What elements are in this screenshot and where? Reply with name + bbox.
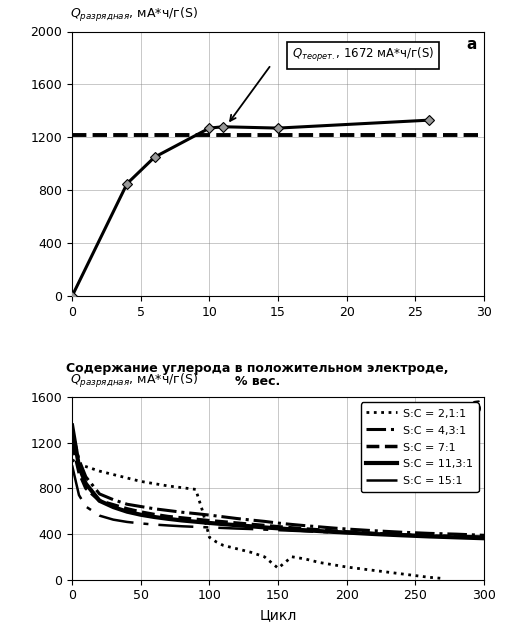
Text: а: а: [467, 37, 477, 52]
Text: б: б: [471, 401, 482, 416]
Text: $Q_{теорет.}$, 1672 мА*ч/г(S): $Q_{теорет.}$, 1672 мА*ч/г(S): [292, 47, 434, 64]
X-axis label: Цикл: Цикл: [260, 608, 297, 622]
Text: $Q_{разрядная}$, мА*ч/г(S): $Q_{разрядная}$, мА*ч/г(S): [70, 6, 198, 23]
Text: % вес.: % вес.: [235, 375, 280, 387]
Text: Содержание углерода в положительном электроде,: Содержание углерода в положительном элек…: [66, 362, 449, 375]
Text: $Q_{разрядная}$, мА*ч/г(S): $Q_{разрядная}$, мА*ч/г(S): [70, 372, 198, 389]
Legend: S:C = 2,1:1, S:C = 4,3:1, S:C = 7:1, S:C = 11,3:1, S:C = 15:1: S:C = 2,1:1, S:C = 4,3:1, S:C = 7:1, S:C…: [361, 403, 478, 492]
